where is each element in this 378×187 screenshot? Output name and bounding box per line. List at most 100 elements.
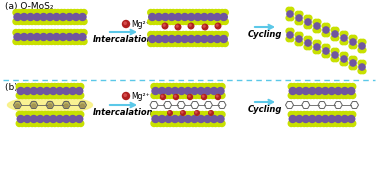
Circle shape	[331, 35, 336, 41]
Circle shape	[148, 31, 154, 38]
Circle shape	[334, 111, 340, 117]
Circle shape	[168, 111, 172, 115]
Circle shape	[341, 116, 348, 122]
Circle shape	[305, 19, 311, 25]
Circle shape	[348, 116, 355, 122]
Circle shape	[17, 88, 24, 94]
Circle shape	[74, 30, 81, 36]
Circle shape	[197, 93, 203, 99]
Circle shape	[196, 31, 202, 38]
Circle shape	[200, 120, 206, 126]
Circle shape	[187, 41, 193, 47]
Circle shape	[348, 88, 355, 94]
Circle shape	[78, 93, 84, 99]
Circle shape	[286, 7, 291, 13]
Circle shape	[52, 111, 58, 117]
Ellipse shape	[8, 97, 93, 113]
Circle shape	[295, 40, 301, 46]
Circle shape	[190, 10, 196, 16]
Circle shape	[55, 10, 61, 16]
Circle shape	[349, 35, 355, 41]
Circle shape	[190, 19, 196, 24]
Circle shape	[154, 111, 160, 117]
Circle shape	[216, 111, 222, 117]
Circle shape	[167, 41, 173, 47]
Circle shape	[177, 19, 183, 24]
Circle shape	[200, 84, 206, 90]
Circle shape	[49, 120, 55, 126]
Circle shape	[202, 24, 208, 30]
Circle shape	[151, 19, 157, 24]
Circle shape	[45, 84, 51, 90]
Circle shape	[175, 13, 182, 21]
Circle shape	[161, 120, 166, 126]
Circle shape	[164, 84, 170, 90]
Circle shape	[20, 13, 28, 21]
Circle shape	[206, 84, 212, 90]
Circle shape	[167, 120, 173, 126]
Circle shape	[167, 19, 173, 24]
Circle shape	[124, 94, 126, 96]
Circle shape	[352, 35, 357, 41]
Circle shape	[39, 93, 45, 99]
Circle shape	[174, 95, 176, 97]
Circle shape	[20, 33, 28, 41]
Circle shape	[174, 31, 180, 38]
Circle shape	[81, 104, 85, 108]
Circle shape	[193, 19, 199, 24]
Circle shape	[177, 41, 183, 47]
Circle shape	[162, 23, 168, 29]
Circle shape	[194, 36, 201, 42]
Circle shape	[330, 120, 336, 126]
Circle shape	[172, 116, 178, 122]
Circle shape	[180, 120, 186, 126]
Circle shape	[55, 19, 61, 24]
Circle shape	[49, 111, 55, 117]
Circle shape	[14, 33, 21, 41]
Circle shape	[170, 10, 176, 16]
Circle shape	[43, 116, 50, 122]
Circle shape	[211, 116, 217, 122]
Circle shape	[180, 31, 186, 38]
Circle shape	[314, 111, 320, 117]
Circle shape	[296, 116, 303, 122]
Circle shape	[203, 10, 209, 16]
Circle shape	[52, 84, 58, 90]
Circle shape	[157, 19, 163, 24]
Circle shape	[45, 19, 51, 24]
Circle shape	[340, 52, 345, 58]
Circle shape	[151, 120, 157, 126]
Circle shape	[291, 93, 297, 99]
Circle shape	[19, 111, 25, 117]
Circle shape	[32, 93, 38, 99]
Circle shape	[301, 84, 307, 90]
Circle shape	[14, 13, 21, 21]
Circle shape	[161, 31, 167, 38]
Circle shape	[46, 33, 54, 41]
Circle shape	[55, 30, 61, 36]
Circle shape	[317, 84, 323, 90]
Circle shape	[174, 41, 180, 47]
Circle shape	[297, 32, 303, 38]
Circle shape	[167, 84, 173, 90]
Circle shape	[48, 19, 54, 24]
Circle shape	[74, 19, 81, 24]
Circle shape	[161, 95, 163, 97]
Circle shape	[154, 41, 160, 47]
Circle shape	[151, 84, 157, 90]
Circle shape	[332, 52, 338, 58]
Circle shape	[193, 120, 199, 126]
Circle shape	[302, 88, 309, 94]
Circle shape	[309, 116, 316, 122]
Circle shape	[48, 104, 52, 108]
Circle shape	[32, 84, 38, 90]
Circle shape	[151, 111, 157, 117]
Circle shape	[343, 120, 349, 126]
Circle shape	[26, 19, 32, 24]
Text: Mg²⁺: Mg²⁺	[131, 19, 150, 28]
Circle shape	[190, 120, 196, 126]
Circle shape	[334, 93, 340, 99]
Circle shape	[168, 13, 175, 21]
Circle shape	[15, 104, 20, 108]
Text: Intercalation: Intercalation	[93, 108, 153, 117]
